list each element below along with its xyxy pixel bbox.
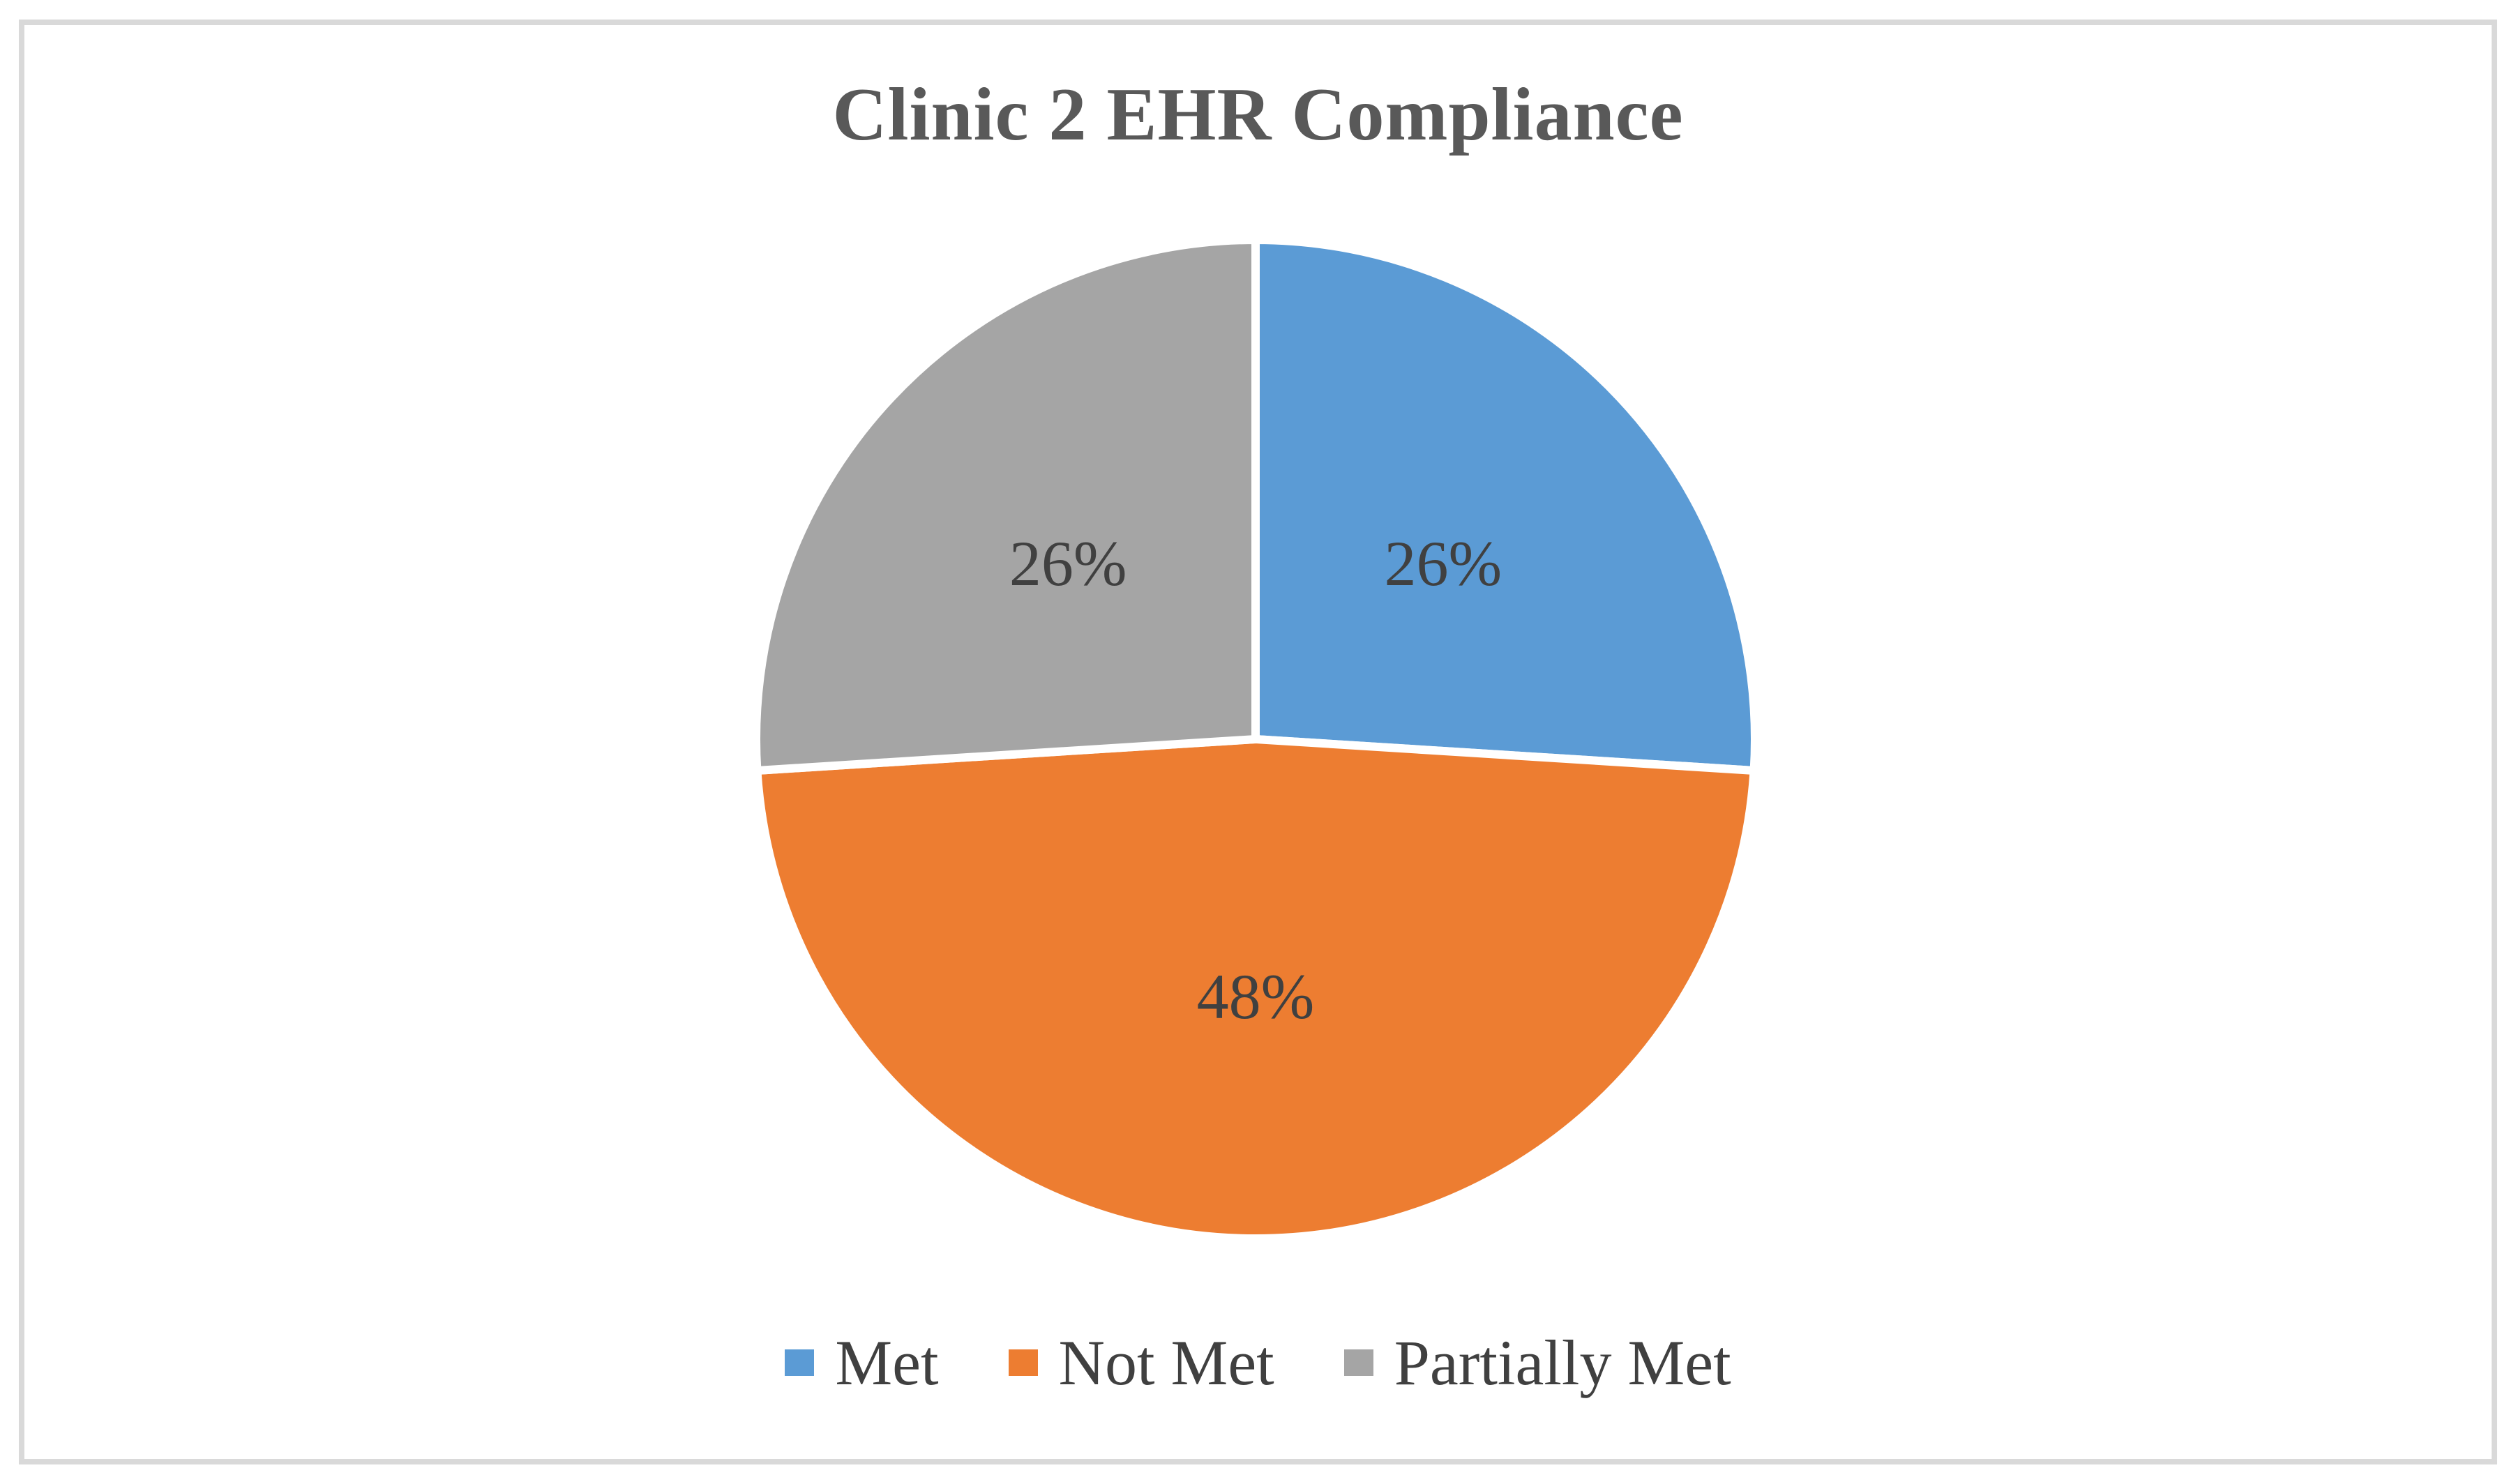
pie-slice-met <box>1251 236 1759 775</box>
data-label-met: 26% <box>1384 527 1502 599</box>
legend-label-not-met: Not Met <box>1058 1327 1274 1398</box>
legend-label-met: Met <box>835 1327 939 1398</box>
legend-item-partially-met: Partially Met <box>1343 1327 1731 1398</box>
pie-chart-area <box>752 236 1759 1243</box>
pie-slice-not-met <box>753 735 1758 1243</box>
pie-chart <box>752 236 1759 1243</box>
pie-slice-partially-met <box>752 236 1260 775</box>
legend-swatch-partially-met-icon <box>1343 1349 1373 1376</box>
chart-title: Clinic 2 EHR Compliance <box>832 73 1684 156</box>
legend-item-met: Met <box>785 1327 939 1398</box>
data-label-partially-met: 26% <box>1009 527 1127 599</box>
legend-swatch-met-icon <box>785 1349 815 1376</box>
legend-item-not-met: Not Met <box>1008 1327 1274 1398</box>
legend: Met Not Met Partially Met <box>0 1331 2516 1395</box>
data-label-not-met: 48% <box>1196 960 1315 1032</box>
legend-label-partially-met: Partially Met <box>1394 1327 1731 1398</box>
legend-swatch-not-met-icon <box>1008 1349 1038 1376</box>
